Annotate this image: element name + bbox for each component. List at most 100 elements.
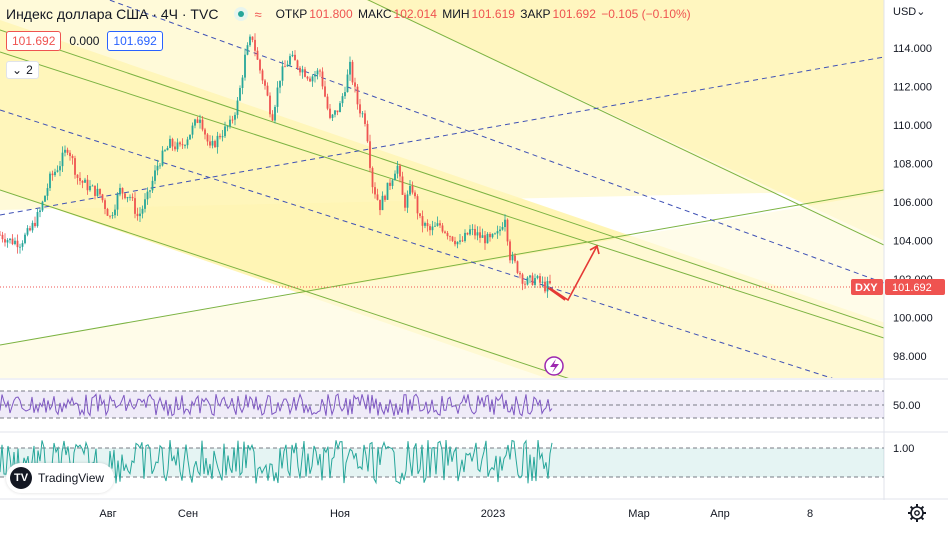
median-dashed-upper bbox=[108, 0, 884, 284]
candle-body bbox=[41, 201, 44, 211]
symbol-tag-label: DXY bbox=[855, 282, 878, 294]
candle-body bbox=[336, 110, 339, 113]
candle-body bbox=[96, 188, 99, 196]
candle-body bbox=[524, 283, 526, 285]
candle-body bbox=[451, 236, 454, 241]
candle-body bbox=[236, 100, 239, 115]
channel-inner-line bbox=[0, 51, 884, 339]
candle-body bbox=[319, 70, 321, 72]
x-tick-label: 8 bbox=[807, 508, 813, 520]
candle-body bbox=[416, 196, 419, 214]
candle-body bbox=[104, 200, 106, 209]
candle-body bbox=[201, 119, 204, 130]
candle-body bbox=[406, 194, 409, 208]
candle-body bbox=[536, 276, 539, 279]
candle-body bbox=[511, 255, 514, 261]
candle-body bbox=[339, 103, 341, 113]
candle-body bbox=[379, 199, 381, 211]
candle-body bbox=[239, 87, 241, 101]
close-value: 101.692 bbox=[552, 7, 596, 21]
candle-body bbox=[234, 114, 236, 120]
candle-body bbox=[521, 274, 524, 284]
candle-body bbox=[369, 141, 371, 168]
candle-body bbox=[186, 139, 189, 146]
candle-body bbox=[484, 235, 486, 244]
candles-group bbox=[0, 33, 551, 298]
candle-body bbox=[519, 272, 521, 275]
candle-body bbox=[389, 182, 391, 186]
candle-body bbox=[421, 216, 424, 226]
candle-body bbox=[349, 61, 351, 75]
candle-body bbox=[131, 196, 134, 199]
candle-body bbox=[159, 165, 161, 167]
currency-selector[interactable]: USD⌄ bbox=[893, 5, 925, 18]
candle-body bbox=[456, 241, 459, 245]
candle-body bbox=[89, 186, 91, 191]
candle-body bbox=[414, 192, 416, 197]
candle-body bbox=[161, 150, 164, 166]
candle-body bbox=[111, 215, 114, 216]
candle-body bbox=[119, 187, 121, 195]
pitchfork-drawing[interactable] bbox=[0, 0, 900, 500]
candle-body bbox=[289, 56, 291, 65]
y-tick-label: 104.000 bbox=[893, 236, 933, 248]
candle-body bbox=[321, 71, 324, 87]
candle-body bbox=[169, 138, 171, 148]
candle-body bbox=[541, 281, 544, 283]
candle-body bbox=[34, 222, 36, 227]
candle-body bbox=[149, 190, 151, 192]
y-tick-label: 112.000 bbox=[893, 82, 932, 94]
candle-body bbox=[59, 166, 61, 171]
candle-body bbox=[346, 74, 349, 93]
osc2-level-label: 1.00 bbox=[893, 443, 914, 455]
indicators-toggle-button[interactable]: ⌄ 2 bbox=[6, 61, 39, 79]
candle-body bbox=[211, 141, 214, 146]
candle-body bbox=[546, 281, 549, 292]
candle-body bbox=[286, 64, 289, 67]
open-label: ОТКР bbox=[275, 7, 308, 21]
channel-lower-line bbox=[0, 189, 569, 378]
symbol-tag bbox=[851, 279, 883, 295]
candle-body bbox=[514, 255, 516, 262]
candle-body bbox=[386, 182, 389, 200]
sell-button[interactable]: 101.692 bbox=[6, 31, 62, 51]
gear-icon[interactable] bbox=[907, 503, 927, 523]
candle-body bbox=[469, 229, 471, 235]
buy-button[interactable]: 101.692 bbox=[107, 31, 163, 51]
candle-body bbox=[314, 74, 316, 77]
candle-body bbox=[204, 129, 206, 135]
x-tick-label: Авг bbox=[99, 508, 116, 520]
candle-body bbox=[44, 195, 46, 202]
candle-body bbox=[464, 232, 466, 241]
candle-body bbox=[0, 234, 1, 236]
candle-body bbox=[361, 113, 364, 115]
candle-body bbox=[166, 147, 169, 151]
candle-body bbox=[86, 179, 89, 191]
candle-body bbox=[351, 61, 354, 83]
tradingview-logo[interactable]: TV TradingView bbox=[6, 463, 115, 493]
candle-body bbox=[266, 85, 269, 96]
candle-body bbox=[6, 240, 9, 243]
candle-body bbox=[496, 231, 499, 234]
candle-body bbox=[491, 233, 494, 238]
candle-body bbox=[141, 208, 144, 214]
candle-body bbox=[426, 223, 429, 227]
candle-body bbox=[106, 208, 109, 216]
channel-middle-line bbox=[0, 29, 884, 329]
candle-body bbox=[74, 158, 76, 175]
candle-body bbox=[271, 114, 274, 121]
candle-body bbox=[334, 110, 336, 115]
candle-body bbox=[549, 281, 551, 284]
candle-body bbox=[429, 226, 431, 231]
candle-body bbox=[171, 138, 174, 147]
candle-body bbox=[206, 134, 209, 142]
price-axis bbox=[885, 0, 948, 500]
candle-body bbox=[299, 67, 301, 73]
high-label: МАКС bbox=[357, 7, 392, 21]
candle-body bbox=[391, 180, 394, 186]
candle-body bbox=[309, 78, 311, 82]
candle-body bbox=[354, 82, 356, 87]
candle-body bbox=[399, 165, 401, 177]
symbol-title[interactable]: Индекс доллара США · 4Ч · TVC bbox=[6, 6, 219, 22]
